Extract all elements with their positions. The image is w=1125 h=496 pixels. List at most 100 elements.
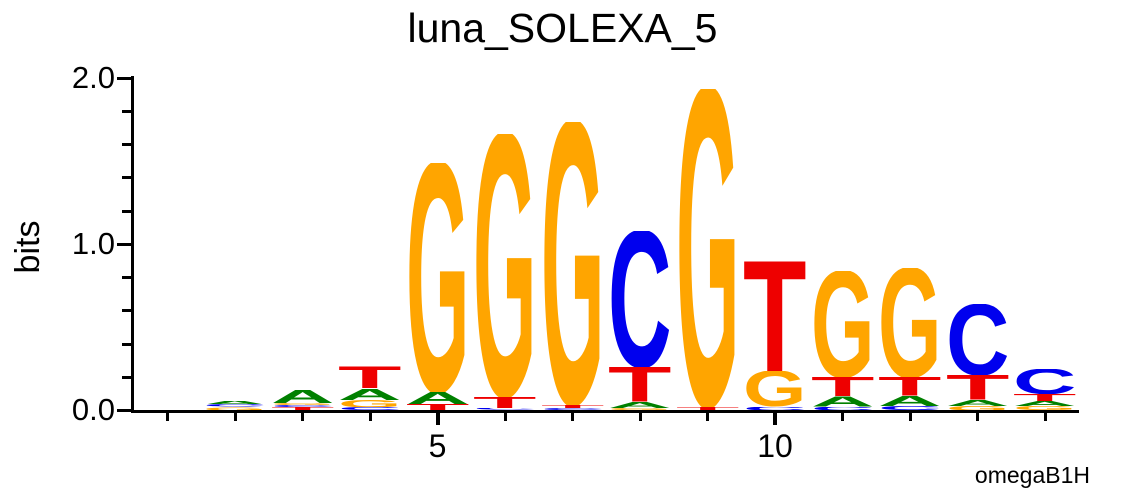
logo-letter-T: T: [336, 366, 404, 388]
svg-text:A: A: [811, 396, 874, 406]
logo-letter-G: G: [809, 271, 877, 377]
svg-text:C: C: [1013, 369, 1076, 394]
logo-letter-C: C: [809, 407, 877, 410]
logo-letter-T: T: [404, 404, 472, 410]
y-tick-label: 1.0: [71, 225, 115, 261]
y-tick-label: 0.0: [71, 392, 115, 427]
y-axis-label: bits: [9, 220, 47, 274]
logo-letter-G: G: [539, 122, 607, 405]
logo-letter-T: T: [876, 377, 944, 396]
logo-letter-A: A: [269, 390, 337, 403]
logo-letter-T: T: [471, 397, 539, 409]
svg-text:G: G: [878, 268, 941, 378]
x-axis-minor-tick: [571, 413, 574, 421]
y-axis-major-tick: [117, 242, 131, 246]
x-tick-label: 5: [428, 428, 447, 464]
logo-letter-G: G: [606, 408, 674, 410]
svg-text:C: C: [946, 304, 1009, 375]
svg-text:A: A: [271, 390, 334, 403]
x-tick-label: 10: [757, 428, 793, 464]
logo-letter-T: T: [809, 377, 877, 396]
svg-text:G: G: [203, 407, 266, 410]
logo-letter-G: G: [1011, 406, 1079, 410]
svg-text:T: T: [676, 407, 739, 410]
x-axis: [131, 410, 1079, 413]
y-axis-minor-tick: [122, 109, 131, 113]
svg-text:G: G: [338, 400, 401, 407]
x-axis-minor-tick: [166, 413, 169, 421]
logo-letter-A: A: [1011, 401, 1079, 406]
svg-text:A: A: [338, 389, 401, 400]
logo-letter-C: C: [1011, 369, 1079, 394]
svg-text:T: T: [271, 407, 334, 410]
svg-text:A: A: [203, 401, 266, 404]
svg-text:G: G: [541, 122, 604, 405]
logo-letter-G: G: [201, 407, 269, 410]
logo-letter-A: A: [944, 400, 1012, 406]
y-axis-minor-tick: [122, 209, 131, 213]
y-axis-minor-tick: [122, 342, 131, 346]
x-axis-major-tick: [773, 413, 777, 425]
svg-text:A: A: [946, 400, 1009, 406]
logo-letter-T: T: [944, 375, 1012, 400]
y-axis-minor-tick: [122, 176, 131, 180]
svg-text:C: C: [608, 231, 671, 367]
logo-letter-C: C: [606, 231, 674, 367]
svg-text:G: G: [1013, 406, 1076, 410]
svg-text:T: T: [608, 367, 671, 402]
y-axis-minor-tick: [122, 375, 131, 379]
svg-text:C: C: [541, 408, 604, 410]
svg-text:T: T: [811, 377, 874, 396]
x-axis-minor-tick: [908, 413, 912, 421]
svg-text:C: C: [878, 406, 941, 410]
logo-letter-T: T: [1011, 394, 1079, 401]
logo-letter-C: C: [336, 407, 404, 410]
logo-letter-C: C: [471, 408, 539, 410]
svg-text:T: T: [473, 397, 536, 409]
logo-letter-C: C: [741, 407, 809, 410]
y-axis-minor-tick: [122, 276, 131, 279]
svg-text:G: G: [811, 271, 874, 377]
y-axis-minor-tick: [122, 143, 131, 146]
logo-letter-G: G: [404, 163, 472, 392]
svg-text:C: C: [473, 408, 536, 410]
y-axis: [131, 76, 134, 413]
x-axis-minor-tick: [503, 413, 507, 421]
logo-letter-C: C: [876, 406, 944, 410]
svg-text:C: C: [338, 407, 401, 410]
svg-text:T: T: [946, 375, 1009, 400]
logo-letter-A: A: [876, 396, 944, 406]
svg-text:C: C: [203, 404, 266, 406]
x-axis-minor-tick: [976, 413, 979, 421]
x-axis-minor-tick: [233, 413, 237, 421]
logo-letter-G: G: [336, 400, 404, 407]
svg-text:G: G: [406, 163, 469, 392]
y-tick-label: 2.0: [71, 59, 115, 95]
svg-text:T: T: [878, 377, 941, 396]
logo-letter-C: C: [539, 408, 607, 410]
svg-text:G: G: [946, 406, 1009, 410]
logo-letter-C: C: [944, 304, 1012, 375]
svg-text:C: C: [811, 407, 874, 410]
svg-text:A: A: [406, 392, 469, 404]
logo-letter-A: A: [336, 389, 404, 400]
svg-text:C: C: [743, 407, 806, 410]
chart-title: luna_SOLEXA_5: [407, 5, 718, 51]
logo-letter-G: G: [741, 371, 809, 406]
svg-text:G: G: [608, 408, 671, 410]
svg-text:T: T: [541, 405, 604, 408]
x-axis-minor-tick: [368, 413, 372, 421]
logo-letter-T: T: [741, 261, 809, 372]
svg-text:G: G: [271, 403, 334, 405]
svg-text:A: A: [1013, 401, 1076, 406]
svg-text:A: A: [608, 402, 671, 408]
svg-text:T: T: [1013, 394, 1076, 401]
logo-letter-G: G: [944, 406, 1012, 410]
logo-letter-G: G: [674, 89, 742, 407]
y-axis-major-tick: [117, 76, 131, 80]
logo-letter-G: G: [269, 403, 337, 405]
logo-letter-C: C: [269, 405, 337, 407]
y-axis-minor-tick: [122, 309, 131, 313]
logo-letter-A: A: [606, 402, 674, 408]
